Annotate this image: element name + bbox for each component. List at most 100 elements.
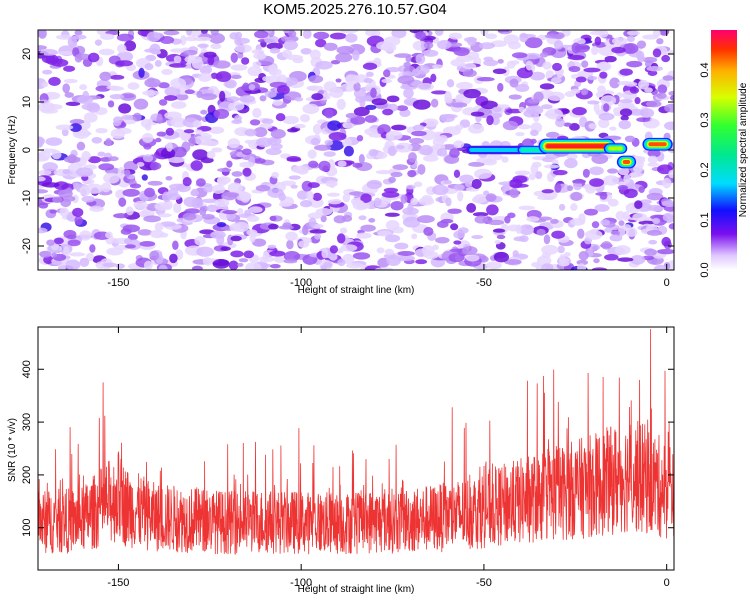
spectrogram-noise-blob [212, 259, 230, 269]
spectrogram-noise-blob [302, 224, 309, 236]
spectrogram-noise-blob [619, 68, 633, 76]
spectrogram-noise-blob [298, 240, 310, 248]
spectrogram-noise-blob [449, 148, 460, 158]
spectrogram-noise-blob [360, 224, 376, 232]
spectrogram-noise-blob [450, 223, 459, 231]
spectrogram-noise-blob [486, 204, 499, 216]
spectrogram-noise-blob [335, 52, 353, 63]
spectrogram-noise-blob [342, 193, 351, 203]
spectrogram-noise-blob [540, 52, 549, 58]
spectrogram-xlabel: Height of straight line (km) [298, 285, 415, 296]
spectrogram-noise-blob [313, 144, 332, 151]
spectrogram-noise-blob [646, 100, 662, 108]
spectrogram-noise-blob [647, 155, 658, 164]
spectrogram-signal-band [622, 160, 631, 164]
spectrogram-noise-blob [67, 239, 81, 247]
spectrogram-noise-blob [453, 140, 465, 149]
spectrogram-noise-blob [339, 227, 348, 234]
spectrogram-noise-blob [577, 228, 585, 239]
spectrogram-noise-blob [105, 231, 113, 239]
spectrogram-noise-blob [102, 262, 118, 268]
colorbar-tick-label: 0.0 [699, 262, 711, 277]
spectrogram-noise-blob [598, 61, 610, 71]
spectrogram-noise-blob [453, 240, 462, 245]
spectrogram-noise-blob [38, 30, 47, 39]
spectrogram-noise-blob [632, 212, 648, 222]
spectrogram-noise-blob [230, 52, 239, 63]
spectrogram-noise-blob [99, 71, 112, 81]
spectrogram-noise-blob [46, 239, 55, 246]
spectrogram-noise-blob [326, 192, 340, 197]
spectrogram-noise-blob [423, 49, 439, 57]
spectrogram-noise-blob [471, 178, 482, 190]
spectrogram-noise-blob [155, 137, 162, 143]
spectrogram-noise-blob [524, 37, 543, 49]
spectrogram-noise-blob [256, 137, 273, 148]
spectrogram-noise-blob [192, 120, 202, 128]
spectrogram-noise-blob [572, 179, 586, 184]
spectrogram-noise-blob [48, 76, 61, 86]
spectrogram-noise-blob [514, 170, 531, 176]
spectrogram-noise-blob [582, 168, 590, 178]
spectrogram-noise-blob [168, 183, 187, 190]
spectrogram-noise-blob [342, 137, 353, 148]
spectrogram-noise-blob [163, 30, 180, 36]
spectrogram-noise-blob [225, 192, 240, 198]
spectrogram-noise-blob [51, 58, 69, 67]
spectrogram-noise-blob [365, 30, 376, 37]
spectrogram-noise-blob [113, 116, 124, 124]
spectrogram-noise-blob [253, 127, 268, 138]
spectrogram-noise-blob [87, 52, 100, 63]
spectrogram-noise-blob [620, 115, 629, 121]
spectrogram-signal-band [546, 144, 609, 149]
spectrogram-noise-blob [51, 150, 62, 160]
spectrogram-noise-blob [492, 106, 502, 113]
spectrogram-noise-blob [170, 77, 187, 89]
spectrogram-noise-blob [115, 127, 132, 135]
spectrogram-noise-blob [237, 262, 244, 267]
spectrogram-noise-blob [611, 46, 626, 54]
spectrogram-noise-blob [38, 45, 47, 51]
spectrogram-noise-blob [340, 30, 358, 34]
spectrogram-noise-blob [278, 225, 294, 230]
spectrogram-y-tick-label: -20 [21, 238, 33, 254]
spectrogram-noise-blob [628, 172, 643, 178]
spectrogram-noise-blob [440, 114, 458, 119]
spectrogram-noise-blob [337, 160, 347, 167]
spectrogram-noise-blob [656, 38, 664, 45]
spectrogram-noise-blob [515, 83, 530, 93]
spectrogram-noise-blob [182, 177, 192, 187]
spectrogram-noise-blob [599, 71, 608, 79]
spectrogram-noise-blob [623, 42, 639, 54]
spectrogram-noise-blob [278, 202, 291, 207]
spectrogram-noise-blob [206, 204, 218, 212]
spectrogram-noise-blob [526, 216, 540, 222]
spectrogram-noise-blob [158, 82, 170, 89]
spectrogram-noise-blob [664, 121, 674, 131]
spectrogram-noise-blob [358, 154, 365, 164]
spectrogram-noise-blob [644, 248, 657, 256]
spectrogram-noise-blob [190, 160, 203, 171]
spectrogram-noise-blob [150, 161, 159, 171]
spectrogram-noise-blob [515, 131, 525, 137]
spectrogram-noise-blob [485, 33, 498, 40]
spectrogram-noise-blob [563, 122, 572, 127]
spectrogram-noise-blob [368, 148, 379, 157]
spectrogram-noise-blob [203, 51, 217, 59]
spectrogram-noise-blob [465, 254, 480, 262]
spectrogram-noise-blob [73, 182, 80, 190]
spectrogram-noise-blob [118, 103, 132, 114]
spectrogram-noise-blob [457, 227, 469, 234]
spectrogram-noise-blob [253, 52, 267, 60]
spectrogram-noise-blob [224, 79, 237, 89]
spectrogram-noise-blob [403, 88, 414, 99]
spectrogram-noise-blob [213, 60, 231, 69]
colorbar-label: Normalized spectral amplitude [738, 82, 749, 217]
spectrogram-noise-blob [430, 98, 439, 108]
spectrogram-noise-blob [324, 108, 334, 119]
spectrogram-noise-blob [398, 255, 415, 262]
spectrogram-noise-blob [241, 57, 250, 65]
spectrogram-noise-blob [483, 56, 494, 62]
spectrogram-noise-blob [604, 55, 617, 63]
